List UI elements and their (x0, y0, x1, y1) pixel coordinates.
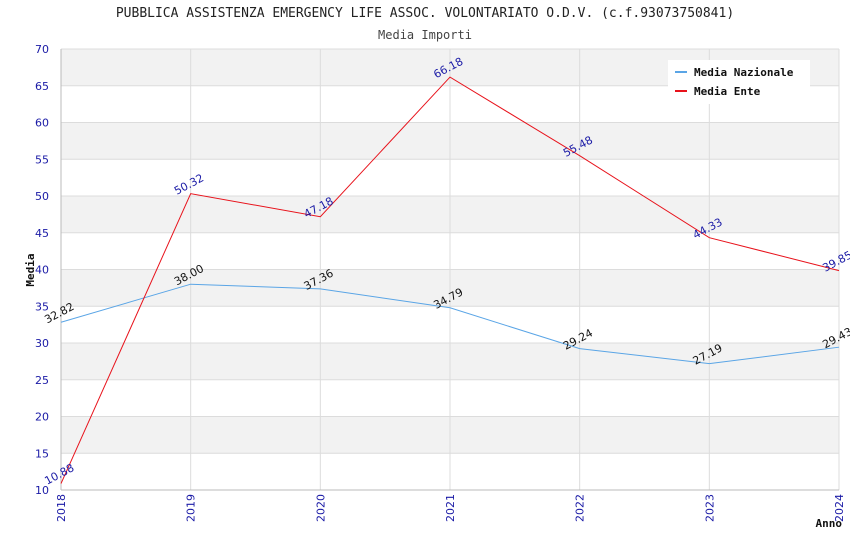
series-line-media-nazionale (60, 283, 840, 365)
y-tick-label: 35 (35, 300, 49, 313)
y-tick-label: 15 (35, 447, 49, 460)
legend-label: Media Ente (694, 85, 761, 98)
y-tick-label: 50 (35, 190, 49, 203)
legend-label: Media Nazionale (694, 66, 794, 79)
x-tick-label: 2022 (574, 494, 587, 522)
y-tick-label: 20 (35, 411, 49, 424)
legend: Media Nazionale Media Ente (668, 60, 810, 104)
y-tick-label: 30 (35, 337, 49, 350)
series-line-media-ente (60, 76, 840, 484)
x-axis-label: Anno (816, 517, 843, 530)
y-tick-label: 40 (35, 264, 49, 277)
x-tick-label: 2023 (703, 494, 716, 522)
x-tick-label: 2018 (55, 494, 68, 522)
y-tick-label: 45 (35, 227, 49, 240)
x-tick-label: 2024 (833, 494, 846, 522)
y-tick-label: 65 (35, 80, 49, 93)
chart-subtitle: Media Importi (378, 28, 472, 42)
x-tick-label: 2021 (444, 494, 457, 522)
y-axis-label: Media (24, 253, 37, 286)
y-tick-label: 25 (35, 374, 49, 387)
x-tick-label: 2020 (314, 494, 327, 522)
y-tick-label: 60 (35, 117, 49, 130)
x-tick-label: 2019 (185, 494, 198, 522)
chart-title: PUBBLICA ASSISTENZA EMERGENCY LIFE ASSOC… (115, 6, 735, 21)
y-tick-label: 10 (35, 484, 49, 497)
y-tick-label: 55 (35, 153, 49, 166)
y-tick-label: 70 (35, 43, 49, 56)
legend-box (668, 60, 810, 104)
